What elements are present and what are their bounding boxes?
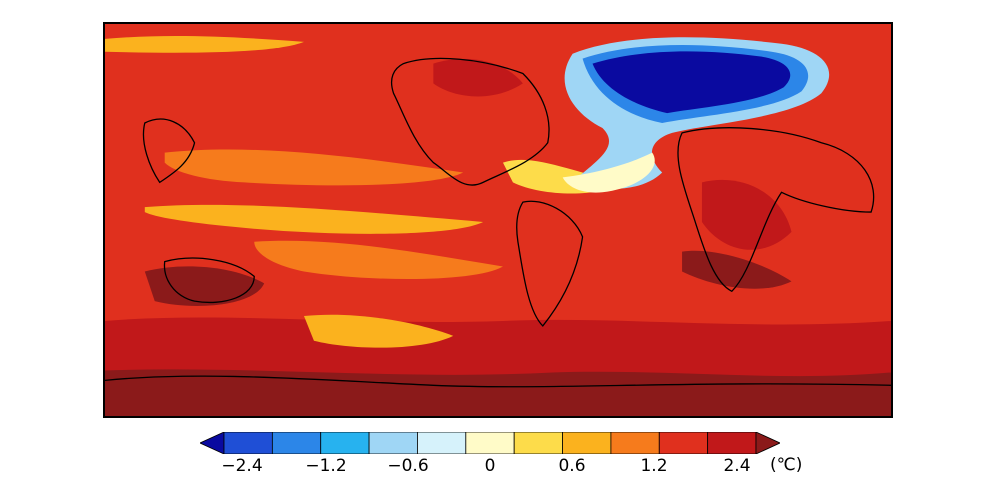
colorbar-segment xyxy=(513,432,563,454)
colorbar-segment xyxy=(562,432,612,454)
colorbar-segment xyxy=(707,432,757,454)
colorbar-segment xyxy=(320,432,370,454)
south-atlantic-anomaly xyxy=(682,250,792,289)
colorbar-tick-label: 0.6 xyxy=(558,456,586,476)
colorbar-tick-label: 1.2 xyxy=(640,456,668,476)
antarctic-anomaly xyxy=(105,369,891,416)
southern-pacific-band xyxy=(303,314,454,348)
coastlines xyxy=(105,57,891,388)
colorbar-unit-label: (℃) xyxy=(770,455,803,475)
north-pacific-band xyxy=(164,149,464,186)
colorbar-tick-label: −2.4 xyxy=(221,456,263,476)
colorbar-segment xyxy=(610,432,660,454)
colorbar-tick-label: −0.6 xyxy=(387,456,429,476)
colorbar-segment xyxy=(271,432,322,454)
map-frame xyxy=(103,22,893,418)
gulf-stream-neutral xyxy=(562,152,655,193)
colorbar xyxy=(200,432,780,454)
north-america-anomaly xyxy=(433,58,523,97)
arctic-band xyxy=(105,36,304,53)
south-pacific-band xyxy=(254,240,503,280)
colorbar-tick-label: 2.4 xyxy=(723,456,751,476)
colorbar-segment xyxy=(368,432,418,454)
temperature-anomaly-map xyxy=(105,24,891,416)
colorbar-tick-label: 0 xyxy=(484,456,496,476)
colorbar-segment xyxy=(223,432,273,454)
colorbar-segment xyxy=(755,432,780,454)
north-atlantic-cold-core xyxy=(592,51,791,114)
colorbar-segment xyxy=(465,432,515,454)
colorbar-tick-label: −1.2 xyxy=(305,456,347,476)
colorbar-segment xyxy=(658,432,709,454)
colorbar-segment xyxy=(200,432,225,454)
colorbar-segment xyxy=(417,432,467,454)
africa-anomaly xyxy=(701,179,792,250)
australia-anomaly xyxy=(144,266,265,307)
equatorial-pacific-band xyxy=(144,204,484,234)
